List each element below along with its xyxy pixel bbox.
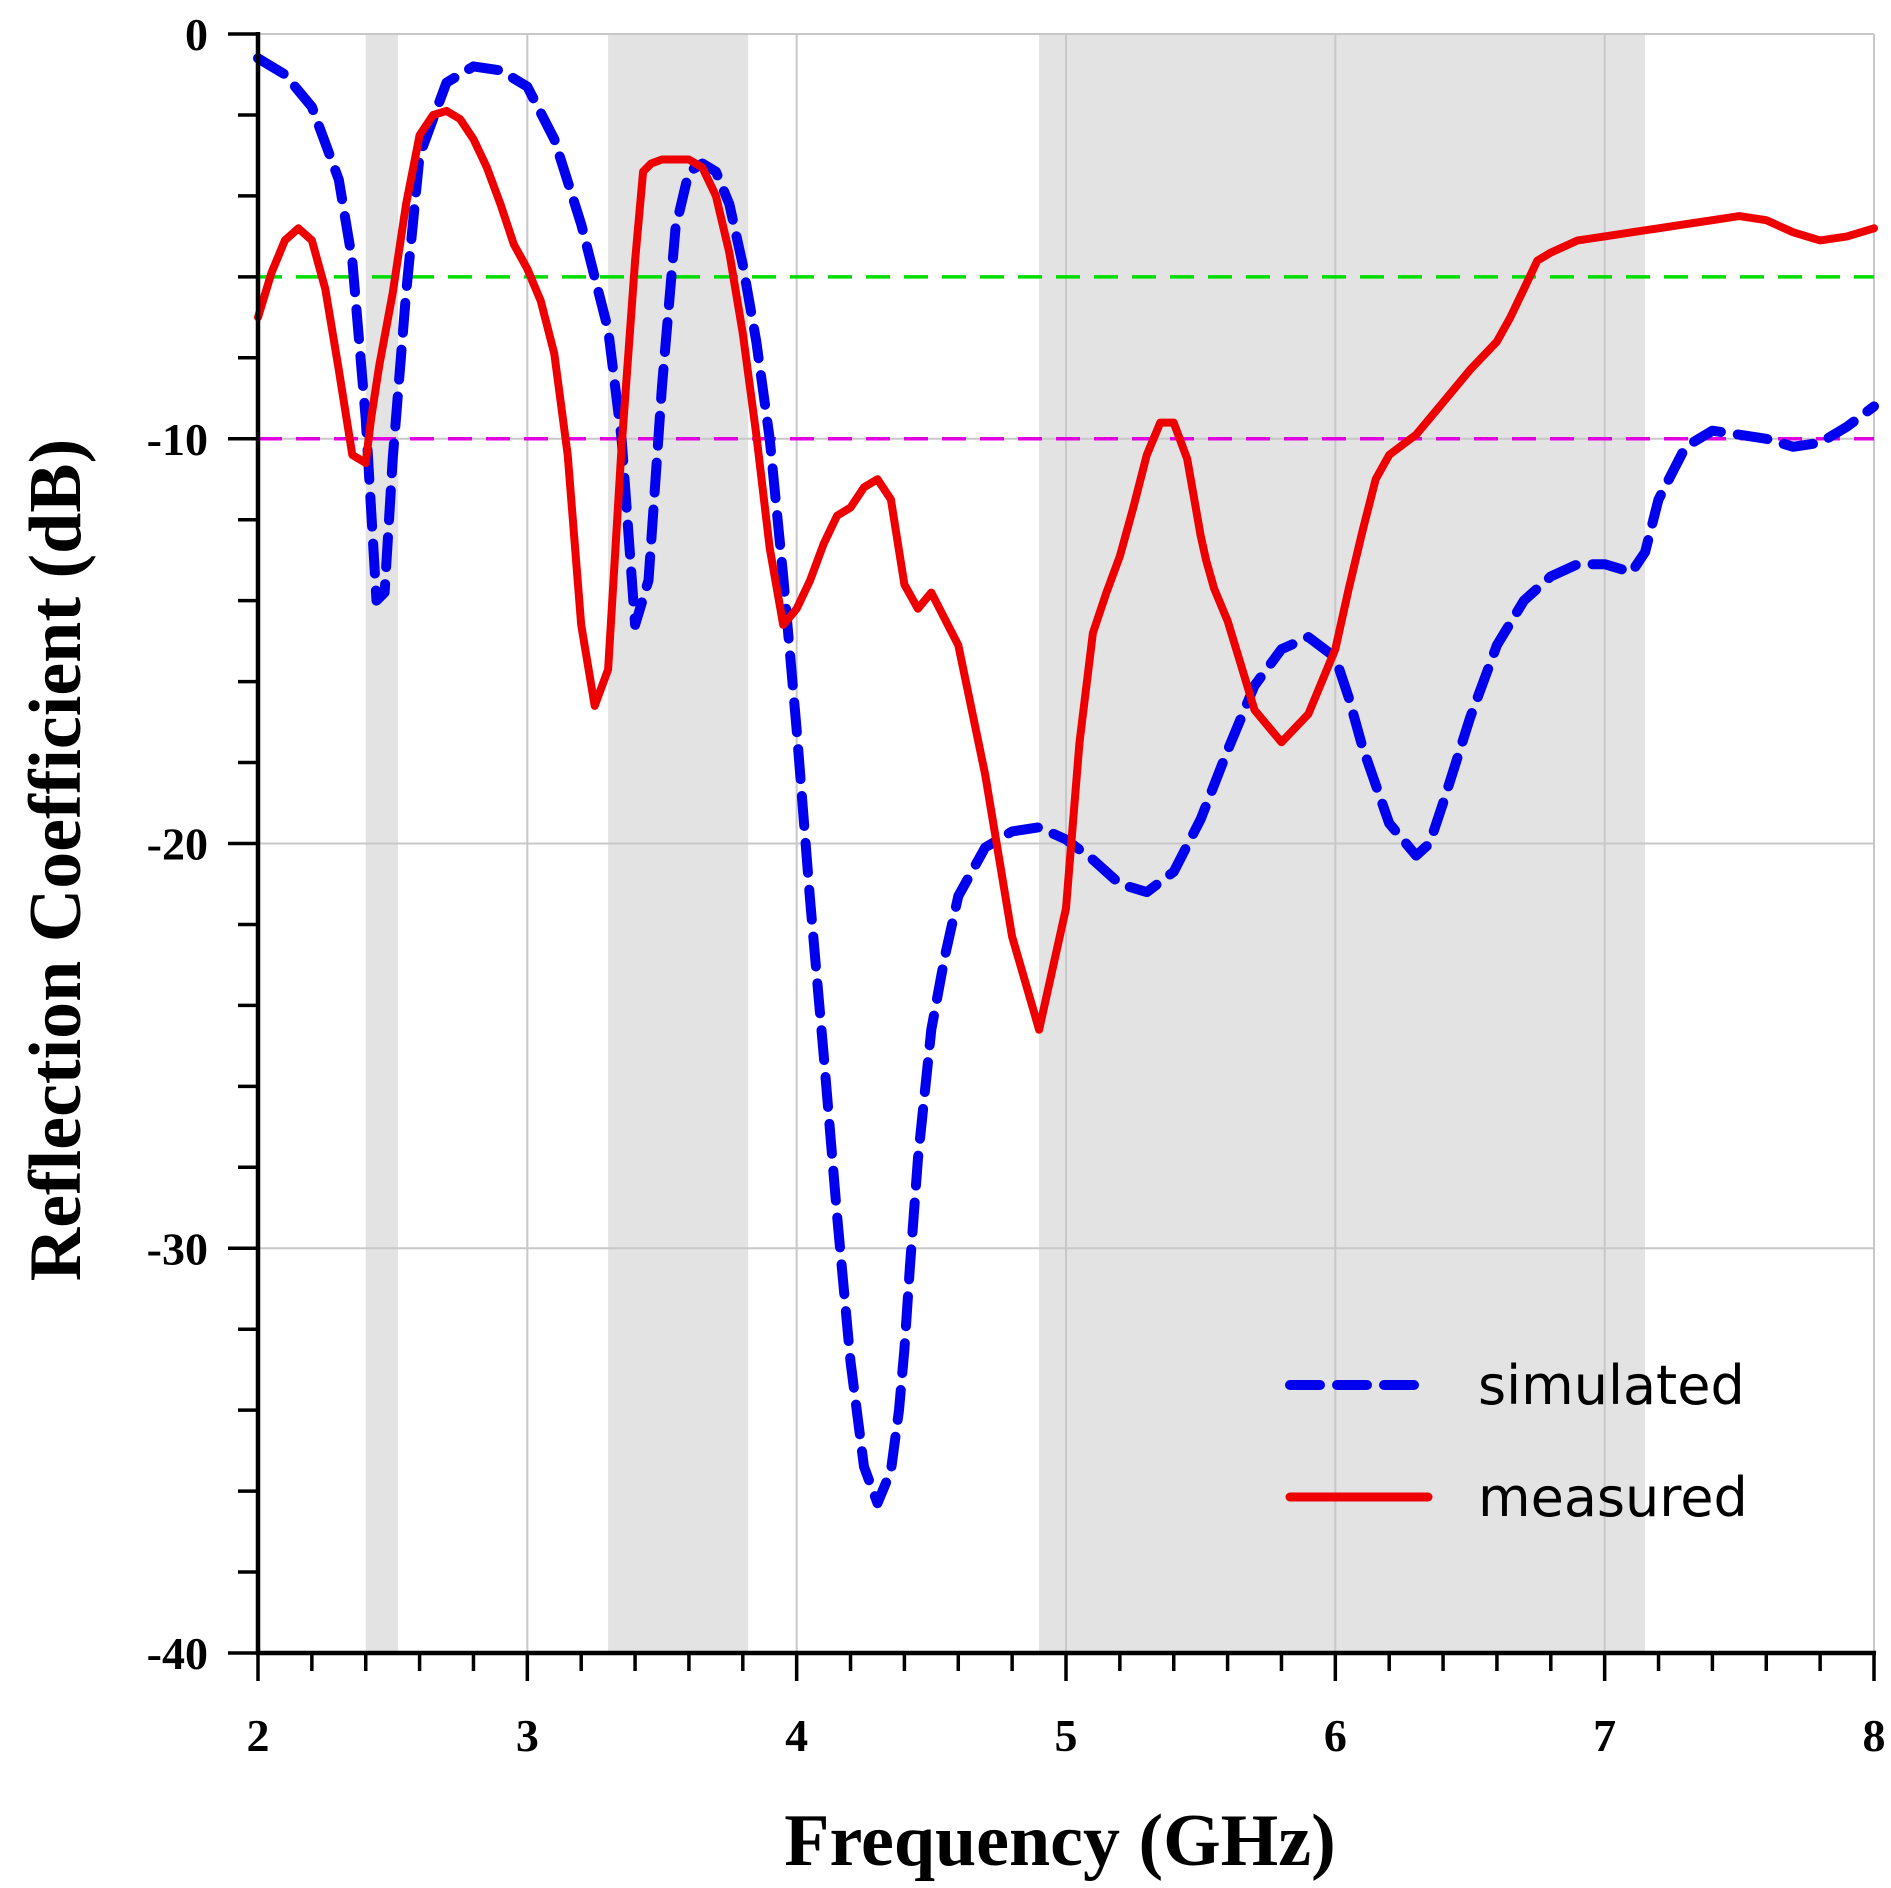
x-tick-label-5: 5	[1055, 1710, 1078, 1761]
y-tick-label--20: -20	[147, 819, 208, 870]
legend-label-measured: measured	[1478, 1466, 1748, 1529]
legend-label-simulated: simulated	[1478, 1354, 1745, 1417]
legend: simulated measured	[1285, 1354, 1748, 1529]
x-tick-label-3: 3	[516, 1710, 539, 1761]
x-tick-label-4: 4	[785, 1710, 808, 1761]
y-tick-label-0: 0	[185, 9, 208, 60]
tick-labels-layer: 2 3 4 5 6 7 8 0 -10 -20 -30 -40	[147, 9, 1886, 1761]
grid-layer	[258, 33, 1875, 1653]
series-line-measured	[254, 106, 1878, 1034]
y-tick-label--40: -40	[147, 1628, 208, 1679]
x-tick-label-2: 2	[247, 1710, 270, 1761]
series-layer	[253, 53, 1879, 1509]
x-tick-label-6: 6	[1324, 1710, 1347, 1761]
y-tick-label--30: -30	[147, 1223, 208, 1274]
series-line-simulated	[253, 53, 1879, 1509]
x-tick-label-8: 8	[1863, 1710, 1886, 1761]
axes-layer	[228, 32, 1876, 1681]
x-axis-title: Frequency (GHz)	[784, 1800, 1335, 1882]
x-tick-label-7: 7	[1593, 1710, 1616, 1761]
y-tick-label--10: -10	[147, 414, 208, 465]
y-axis-title: Reflection Coefficient (dB)	[15, 439, 97, 1282]
